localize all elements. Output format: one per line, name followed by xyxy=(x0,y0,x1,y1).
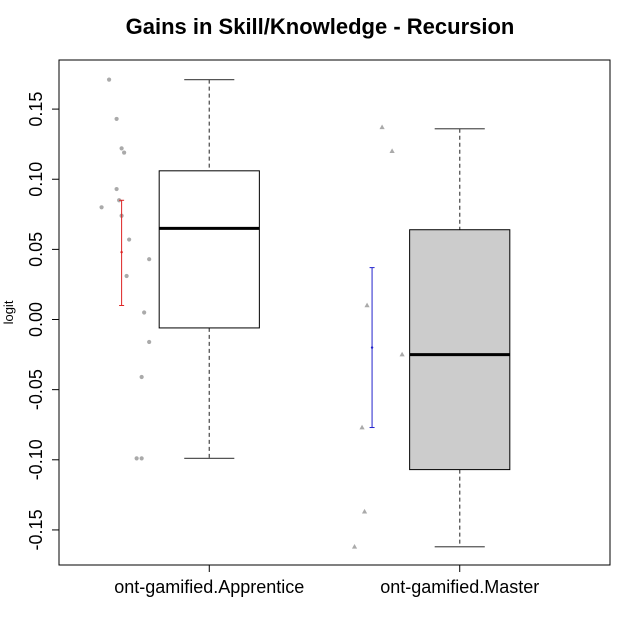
data-point xyxy=(114,186,119,192)
boxes-layer xyxy=(158,78,511,548)
x-tick-label: ont-gamified.Apprentice xyxy=(114,577,304,597)
x-tick-label: ont-gamified.Master xyxy=(380,577,539,597)
data-point xyxy=(361,508,368,514)
data-point xyxy=(114,116,119,122)
y-tick-label: 0.05 xyxy=(26,232,46,267)
data-point xyxy=(379,124,385,130)
data-point xyxy=(119,146,124,151)
data-point xyxy=(134,456,139,461)
data-point xyxy=(139,374,144,380)
plot-frame-layer xyxy=(58,59,611,566)
data-point xyxy=(99,205,104,210)
data-point xyxy=(127,237,132,242)
data-point xyxy=(147,257,152,262)
chart-title: Gains in Skill/Knowledge - Recursion xyxy=(125,14,515,39)
y-tick-label: -0.05 xyxy=(26,369,46,410)
y-axis-label: logit xyxy=(1,300,16,324)
data-point xyxy=(122,150,127,155)
y-tick-label: -0.15 xyxy=(26,509,46,550)
data-point xyxy=(351,543,358,549)
y-tick-label: 0.10 xyxy=(26,162,46,197)
box-iqr xyxy=(158,170,260,329)
data-point xyxy=(359,424,365,430)
data-point xyxy=(124,273,129,279)
box-iqr xyxy=(409,229,511,471)
plot-frame xyxy=(58,59,611,566)
mean-point xyxy=(370,346,374,349)
data-point xyxy=(106,77,112,82)
data-point xyxy=(117,198,122,203)
data-point xyxy=(142,310,147,315)
data-point xyxy=(147,339,152,345)
data-point xyxy=(389,148,395,153)
y-tick-label: 0.00 xyxy=(26,302,46,337)
y-tick-label: -0.10 xyxy=(26,439,46,480)
y-axis-layer: -0.15 -0.10 -0.05 0.00 0.05 0.10 0.15 logit xyxy=(1,92,59,550)
data-point xyxy=(364,302,370,308)
y-tick-label: 0.15 xyxy=(26,92,46,127)
jitter-points-layer xyxy=(99,77,405,549)
data-point xyxy=(399,351,405,357)
error-bars-layer xyxy=(119,199,375,429)
mean-point xyxy=(120,250,123,254)
x-axis-layer: ont-gamified.Apprentice ont-gamified.Mast… xyxy=(114,565,539,597)
data-point xyxy=(139,456,144,461)
